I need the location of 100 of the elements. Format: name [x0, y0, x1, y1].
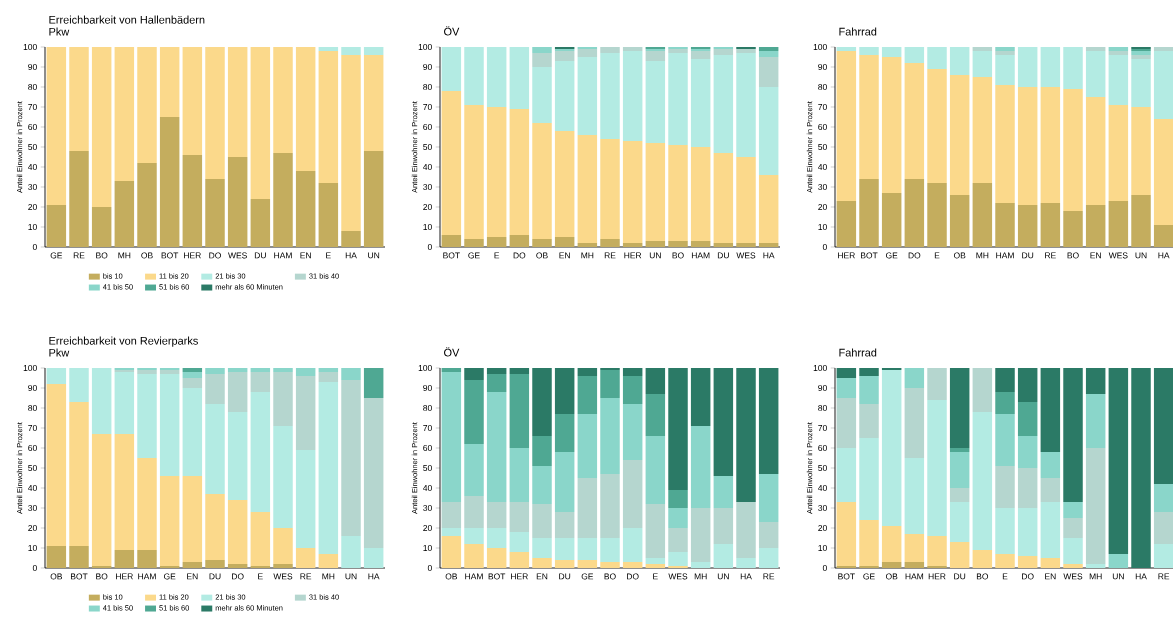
- x-tick-label: EN: [187, 573, 198, 580]
- bar: [341, 231, 361, 247]
- bar: [1040, 478, 1061, 502]
- y-tick-label: 40: [423, 164, 432, 170]
- bar: [318, 183, 339, 247]
- bar: [600, 46, 620, 53]
- y-tick-label: 100: [813, 365, 827, 371]
- bar: [881, 370, 902, 526]
- bar: [995, 203, 1015, 247]
- bar: [205, 404, 225, 494]
- y-tick-label: 70: [818, 104, 827, 110]
- y-tick-label: 80: [818, 405, 827, 411]
- bar: [836, 46, 857, 51]
- bar: [509, 46, 530, 109]
- bar: [509, 502, 530, 532]
- bar: [972, 550, 993, 568]
- bar: [137, 163, 157, 247]
- bar: [532, 122, 552, 239]
- bar: [645, 142, 666, 241]
- bar: [949, 542, 970, 568]
- x-tick-label: E: [494, 252, 500, 259]
- bar: [318, 372, 339, 382]
- x-tick-label: OB: [445, 573, 458, 580]
- x-tick-label: BO: [604, 573, 616, 580]
- bar: [363, 398, 384, 548]
- y-tick-label: 10: [818, 545, 827, 551]
- bar: [464, 380, 484, 444]
- bar: [645, 564, 666, 568]
- chart-subtitle: Pkw: [49, 348, 70, 357]
- bar: [1063, 564, 1083, 568]
- bar: [69, 151, 89, 247]
- y-tick-label: 60: [423, 445, 432, 451]
- bar: [509, 532, 530, 552]
- bar: [713, 243, 734, 247]
- bar: [995, 54, 1015, 85]
- x-tick-label: OB: [536, 252, 548, 259]
- bar: [486, 46, 507, 107]
- bar: [1153, 50, 1173, 119]
- bar: [532, 436, 552, 466]
- bar: [554, 512, 575, 538]
- bar: [713, 54, 734, 153]
- x-tick-label: DO: [627, 573, 639, 580]
- bar: [881, 193, 902, 247]
- bar: [995, 466, 1015, 508]
- bar: [159, 117, 180, 247]
- bar: [645, 436, 666, 504]
- bar: [1040, 86, 1061, 203]
- y-tick-label: 90: [28, 64, 37, 70]
- bar: [1108, 104, 1129, 201]
- bar: [250, 368, 271, 372]
- bar: [668, 52, 688, 145]
- bar: [1108, 368, 1129, 554]
- x-tick-label: OB: [885, 573, 898, 580]
- bar: [509, 368, 530, 374]
- x-tick-label: OB: [141, 252, 153, 259]
- x-tick-label: HAM: [905, 573, 924, 580]
- y-tick-label: 70: [28, 104, 37, 110]
- bar: [137, 47, 157, 163]
- bar: [227, 157, 248, 247]
- bar: [1153, 484, 1173, 512]
- chart-subtitle: Pkw: [49, 27, 70, 36]
- bar: [645, 50, 666, 61]
- bar: [1131, 54, 1151, 59]
- x-tick-label: RE: [763, 573, 775, 580]
- bar: [758, 46, 779, 51]
- bar: [182, 368, 203, 372]
- bar: [1153, 368, 1173, 484]
- bar: [69, 47, 89, 151]
- y-tick-label: 30: [423, 184, 432, 190]
- bar: [137, 550, 157, 568]
- bar: [1085, 205, 1106, 247]
- bar: [1108, 46, 1129, 51]
- bar: [554, 60, 575, 131]
- y-tick-label: 50: [423, 144, 432, 150]
- x-tick-label: DU: [254, 252, 266, 259]
- bar: [713, 153, 734, 243]
- bar: [949, 488, 970, 502]
- x-tick-label: WES: [1063, 573, 1083, 580]
- bar: [1017, 508, 1038, 556]
- x-tick-label: BO: [96, 573, 108, 580]
- bar: [1063, 502, 1083, 518]
- bar: [904, 368, 925, 388]
- y-tick-label: 20: [28, 204, 37, 210]
- bar: [1040, 203, 1061, 247]
- bar: [758, 243, 779, 247]
- y-tick-label: 50: [28, 465, 37, 471]
- x-tick-label: BOT: [70, 573, 88, 580]
- bar: [532, 66, 552, 123]
- bar: [318, 51, 339, 183]
- bar: [713, 508, 734, 544]
- bar: [509, 235, 530, 247]
- x-tick-label: HAM: [691, 252, 710, 259]
- bar: [1085, 564, 1106, 568]
- bar: [836, 398, 857, 448]
- x-tick-label: UN: [345, 573, 357, 580]
- bar: [668, 241, 688, 247]
- bar: [227, 372, 248, 412]
- bar: [995, 392, 1015, 414]
- bar: [486, 502, 507, 528]
- bar: [577, 560, 598, 568]
